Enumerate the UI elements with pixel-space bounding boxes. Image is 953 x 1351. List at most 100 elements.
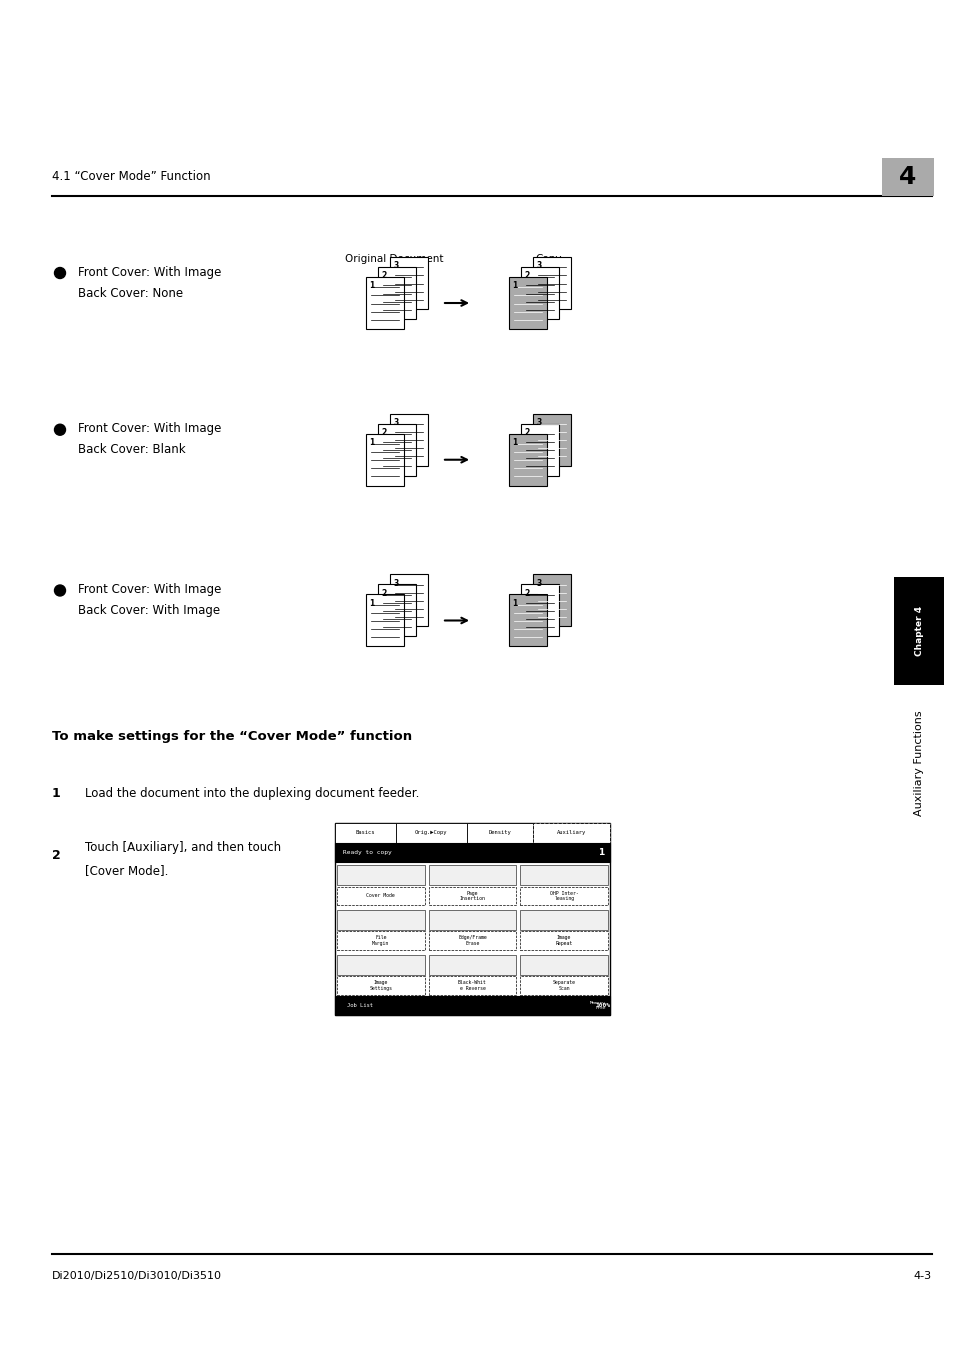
- Bar: [509, 594, 546, 647]
- Bar: [509, 434, 546, 486]
- Text: Auxiliary Functions: Auxiliary Functions: [913, 711, 923, 816]
- Bar: [519, 975, 607, 994]
- Text: Edge/Frame
Erase: Edge/Frame Erase: [457, 935, 486, 946]
- Text: Touch [Auxiliary], and then touch: Touch [Auxiliary], and then touch: [85, 840, 281, 854]
- Text: Ready to copy: Ready to copy: [343, 850, 392, 855]
- Text: 3: 3: [393, 578, 397, 588]
- Text: 1: 1: [52, 786, 61, 800]
- Text: Page
Insertion: Page Insertion: [459, 890, 485, 901]
- Text: 1: 1: [369, 598, 374, 608]
- Text: 3: 3: [393, 417, 397, 427]
- Text: Original Document: Original Document: [345, 254, 443, 263]
- Text: Di2010/Di2510/Di3010/Di3510: Di2010/Di2510/Di3010/Di3510: [52, 1271, 222, 1281]
- Circle shape: [54, 267, 66, 278]
- Text: Back Cover: None: Back Cover: None: [78, 286, 183, 300]
- Text: To make settings for the “Cover Mode” function: To make settings for the “Cover Mode” fu…: [52, 730, 412, 743]
- Text: 2: 2: [523, 589, 529, 597]
- Text: Job List: Job List: [347, 1004, 373, 1008]
- Bar: [533, 823, 609, 843]
- Bar: [428, 865, 516, 885]
- Bar: [336, 931, 424, 950]
- Text: 100%: 100%: [595, 1004, 609, 1008]
- Bar: [467, 823, 533, 843]
- Bar: [336, 865, 424, 885]
- Bar: [509, 277, 546, 330]
- Text: Front Cover: With Image: Front Cover: With Image: [78, 266, 221, 278]
- Bar: [336, 911, 424, 929]
- Text: Density: Density: [488, 831, 511, 835]
- Bar: [390, 257, 428, 309]
- Text: 1: 1: [598, 848, 603, 857]
- Bar: [882, 158, 933, 196]
- Text: Load the document into the duplexing document feeder.: Load the document into the duplexing doc…: [85, 786, 419, 800]
- Bar: [336, 975, 424, 994]
- Text: 3: 3: [536, 417, 540, 427]
- Text: Separate
Scan: Separate Scan: [552, 979, 575, 990]
- Bar: [335, 996, 609, 1015]
- Text: 2: 2: [523, 428, 529, 436]
- Text: Auxiliary: Auxiliary: [557, 831, 585, 835]
- Bar: [428, 931, 516, 950]
- Bar: [335, 843, 609, 862]
- Bar: [519, 911, 607, 929]
- Circle shape: [54, 424, 66, 435]
- Text: Cover Mode: Cover Mode: [366, 893, 395, 898]
- Text: 2: 2: [52, 848, 61, 862]
- Bar: [519, 886, 607, 905]
- Text: File
Margin: File Margin: [372, 935, 389, 946]
- Bar: [377, 424, 416, 476]
- Text: 1: 1: [369, 438, 374, 447]
- Bar: [428, 886, 516, 905]
- Bar: [428, 975, 516, 994]
- Bar: [366, 277, 403, 330]
- Bar: [366, 434, 403, 486]
- Bar: [377, 267, 416, 319]
- Text: 3: 3: [393, 261, 397, 270]
- Bar: [533, 257, 571, 309]
- Text: 1: 1: [369, 281, 374, 290]
- Bar: [335, 823, 609, 1015]
- Text: 3: 3: [536, 261, 540, 270]
- Bar: [428, 911, 516, 929]
- Bar: [520, 424, 558, 476]
- Bar: [428, 955, 516, 974]
- Bar: [519, 865, 607, 885]
- Text: 1: 1: [512, 438, 517, 447]
- Text: Back Cover: With Image: Back Cover: With Image: [78, 604, 220, 617]
- Text: Black-Whit
e Reverse: Black-Whit e Reverse: [457, 979, 486, 990]
- Text: 4-3: 4-3: [913, 1271, 931, 1281]
- Bar: [390, 574, 428, 627]
- Text: 1: 1: [512, 598, 517, 608]
- Text: 2: 2: [380, 428, 386, 436]
- Circle shape: [54, 585, 66, 596]
- Bar: [519, 955, 607, 974]
- Text: OHP Inter-
leaving: OHP Inter- leaving: [549, 890, 578, 901]
- Text: Image
Repeat: Image Repeat: [555, 935, 572, 946]
- Bar: [533, 574, 571, 627]
- Text: 2: 2: [523, 272, 529, 280]
- Bar: [893, 577, 943, 685]
- Text: 1: 1: [512, 281, 517, 290]
- Bar: [520, 267, 558, 319]
- Text: Front Cover: With Image: Front Cover: With Image: [78, 423, 221, 435]
- Bar: [520, 585, 558, 636]
- Text: 4.1 “Cover Mode” Function: 4.1 “Cover Mode” Function: [52, 170, 211, 184]
- Text: Back Cover: Blank: Back Cover: Blank: [78, 443, 186, 457]
- Bar: [366, 594, 403, 647]
- Text: 2: 2: [380, 272, 386, 280]
- Bar: [533, 413, 571, 466]
- Text: 2: 2: [380, 589, 386, 597]
- Bar: [390, 413, 428, 466]
- Text: [Cover Mode].: [Cover Mode].: [85, 863, 168, 877]
- Text: Chapter 4: Chapter 4: [914, 605, 923, 657]
- Text: 3: 3: [536, 578, 540, 588]
- Text: 4: 4: [899, 165, 916, 189]
- Bar: [336, 886, 424, 905]
- Text: Front Cover: With Image: Front Cover: With Image: [78, 584, 221, 596]
- Text: Copy: Copy: [535, 254, 561, 263]
- Text: Basics: Basics: [355, 831, 375, 835]
- Bar: [335, 823, 395, 843]
- Text: Memory
Free: Memory Free: [590, 1001, 605, 1011]
- Text: Image
Settings: Image Settings: [369, 979, 392, 990]
- Bar: [395, 823, 467, 843]
